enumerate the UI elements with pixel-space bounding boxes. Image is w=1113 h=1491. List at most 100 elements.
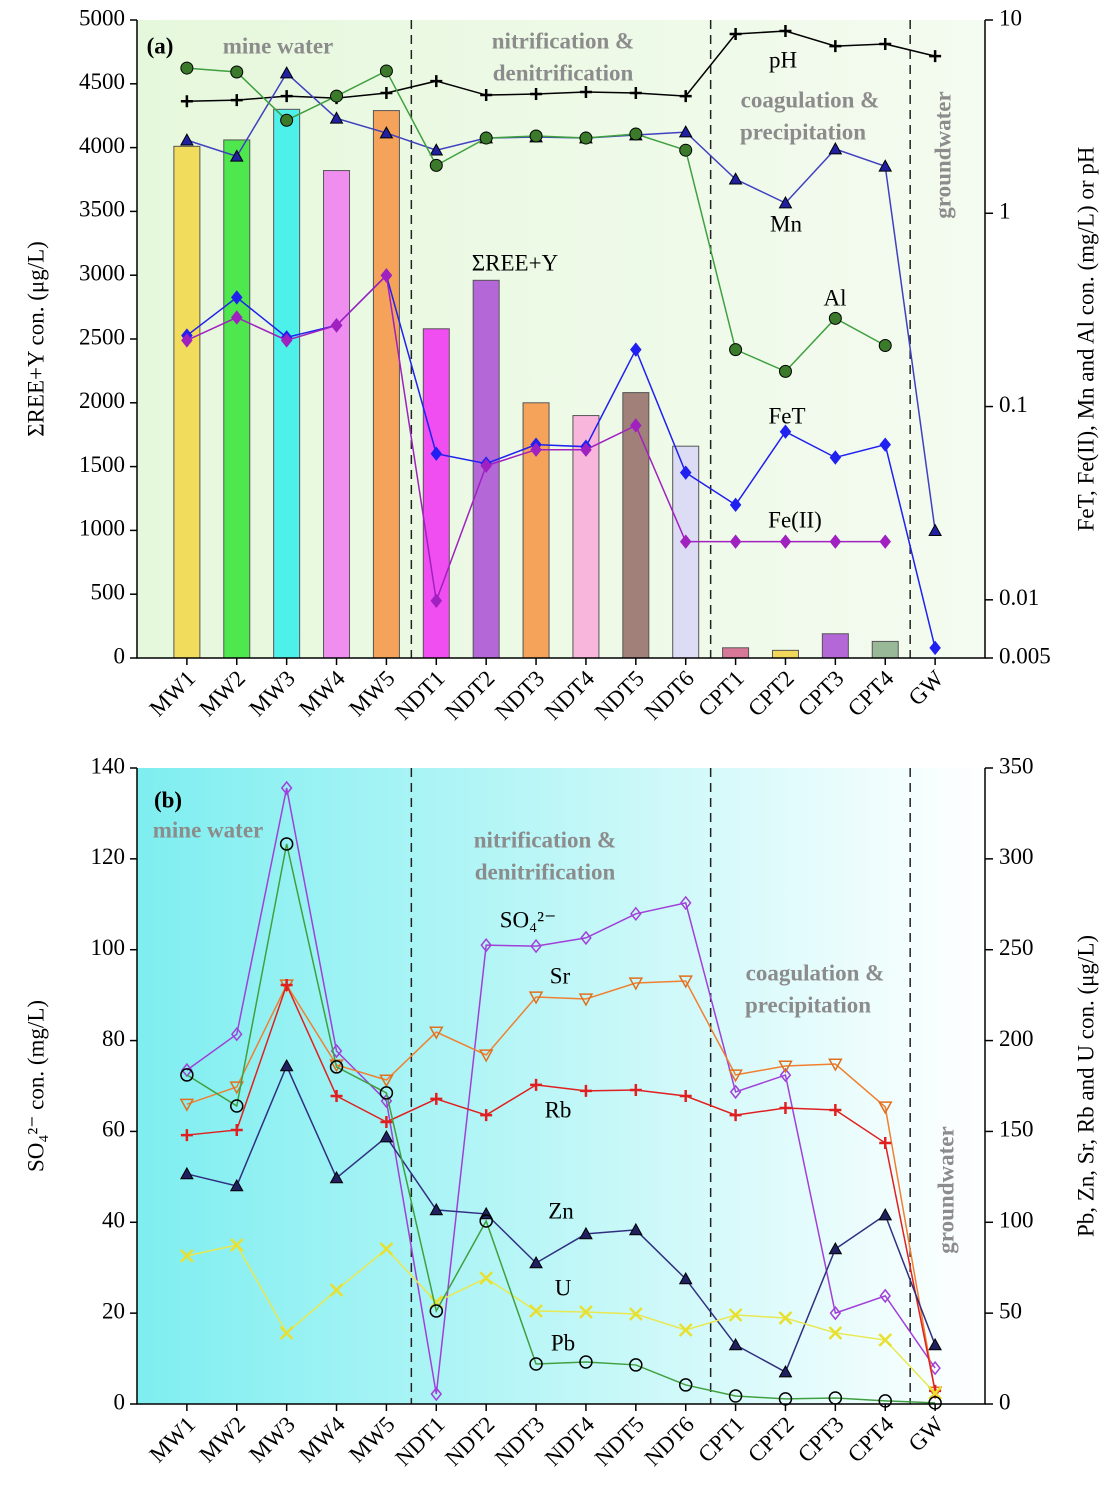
marker bbox=[478, 1049, 494, 1063]
marker bbox=[379, 64, 393, 78]
marker bbox=[329, 1283, 344, 1297]
x-tick-label: NDT5 bbox=[590, 1412, 649, 1471]
marker bbox=[480, 89, 493, 102]
series-label: Mn bbox=[770, 211, 802, 236]
x-tick-label: NDT3 bbox=[490, 1412, 549, 1471]
marker bbox=[678, 975, 693, 989]
x-tick-label: NDT4 bbox=[540, 665, 600, 725]
y-tick-label: 100 bbox=[91, 935, 126, 960]
marker bbox=[231, 310, 243, 325]
series-line bbox=[186, 982, 936, 1392]
x-tick-label: NDT2 bbox=[440, 1412, 499, 1471]
region-label: nitrification & bbox=[474, 827, 616, 852]
marker bbox=[779, 534, 792, 549]
marker bbox=[929, 50, 942, 63]
series-label: Sr bbox=[550, 963, 571, 988]
marker bbox=[828, 141, 843, 155]
marker bbox=[180, 1129, 193, 1142]
marker bbox=[580, 930, 592, 946]
marker bbox=[578, 993, 594, 1007]
x-tick-label: NDT2 bbox=[440, 666, 499, 725]
marker bbox=[429, 1304, 444, 1318]
marker bbox=[480, 458, 492, 473]
y2-tick-label: 0.01 bbox=[999, 585, 1039, 610]
marker bbox=[280, 333, 293, 348]
series-line bbox=[186, 980, 936, 1393]
marker bbox=[579, 131, 593, 145]
x-tick-label: CPT3 bbox=[793, 666, 849, 722]
marker bbox=[330, 1043, 343, 1059]
marker bbox=[530, 88, 543, 101]
marker bbox=[729, 343, 743, 357]
marker bbox=[231, 290, 243, 305]
region-label: denitrification bbox=[493, 60, 634, 85]
region-label: coagulation & bbox=[741, 87, 880, 112]
marker bbox=[879, 38, 892, 51]
x-tick-label: CPT3 bbox=[793, 1412, 849, 1468]
y-tick-label: 120 bbox=[91, 844, 126, 869]
region-label: coagulation & bbox=[746, 960, 885, 985]
marker bbox=[628, 1307, 643, 1321]
panel: SO₄²⁻ Sr Rb Zn U Pb 0 20 40 60 80 100 120 140 0 50 100 15… bbox=[23, 753, 1098, 1471]
marker bbox=[429, 143, 444, 156]
marker bbox=[529, 1304, 543, 1318]
bar bbox=[372, 110, 400, 659]
marker bbox=[379, 1130, 394, 1143]
marker bbox=[230, 1123, 243, 1136]
marker bbox=[879, 437, 891, 452]
y-tick-label: 80 bbox=[102, 1026, 125, 1051]
marker bbox=[828, 1326, 843, 1340]
marker bbox=[580, 442, 592, 457]
x-tick-label: NDT1 bbox=[390, 1412, 449, 1471]
marker bbox=[528, 991, 544, 1005]
marker bbox=[430, 1092, 443, 1105]
y-tick-label: 40 bbox=[102, 1208, 125, 1233]
panel-label: (a) bbox=[147, 33, 174, 58]
marker bbox=[678, 1323, 693, 1337]
marker bbox=[180, 1166, 194, 1180]
y-tick-label: 140 bbox=[91, 753, 126, 778]
marker bbox=[878, 159, 893, 172]
y-tick-label: 3000 bbox=[79, 260, 125, 285]
marker bbox=[380, 268, 393, 283]
marker bbox=[929, 640, 941, 656]
marker bbox=[779, 25, 792, 38]
y2-tick-label: 100 bbox=[999, 1208, 1034, 1233]
x-tick-label: CPT2 bbox=[743, 1412, 799, 1468]
marker bbox=[579, 1305, 593, 1319]
marker bbox=[878, 1333, 893, 1347]
marker bbox=[380, 1115, 393, 1128]
region-label: precipitation bbox=[745, 992, 871, 1017]
marker bbox=[379, 1086, 394, 1100]
marker bbox=[679, 143, 693, 157]
x-tick-label: NDT1 bbox=[390, 666, 449, 725]
marker bbox=[579, 1355, 593, 1369]
bar bbox=[323, 170, 351, 659]
marker bbox=[828, 311, 842, 325]
marker bbox=[778, 1311, 793, 1325]
marker bbox=[179, 1098, 195, 1112]
marker bbox=[279, 66, 294, 79]
marker bbox=[728, 1337, 743, 1351]
marker bbox=[329, 111, 344, 124]
y-tick-label: 3500 bbox=[79, 197, 125, 222]
marker bbox=[778, 1364, 793, 1378]
y-tick-label: 2000 bbox=[79, 388, 125, 413]
marker bbox=[429, 1026, 444, 1040]
bar bbox=[422, 328, 450, 659]
y-tick-label: 2500 bbox=[79, 324, 125, 349]
marker bbox=[728, 1389, 743, 1403]
marker bbox=[729, 28, 742, 41]
marker bbox=[779, 1101, 792, 1114]
marker bbox=[329, 1170, 344, 1184]
series-label: Rb bbox=[545, 1097, 572, 1122]
marker bbox=[628, 977, 644, 991]
y-tick-label: 1500 bbox=[79, 452, 125, 477]
series-label: pH bbox=[769, 47, 797, 72]
y2-tick-label: 200 bbox=[999, 1026, 1034, 1051]
marker bbox=[279, 1058, 294, 1072]
y-tick-label: 5000 bbox=[79, 5, 125, 30]
marker bbox=[579, 1226, 593, 1240]
marker bbox=[430, 446, 443, 461]
y-tick-label: 4500 bbox=[79, 69, 125, 94]
